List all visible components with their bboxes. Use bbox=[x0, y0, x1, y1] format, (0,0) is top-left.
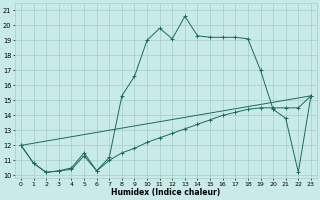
X-axis label: Humidex (Indice chaleur): Humidex (Indice chaleur) bbox=[111, 188, 220, 197]
